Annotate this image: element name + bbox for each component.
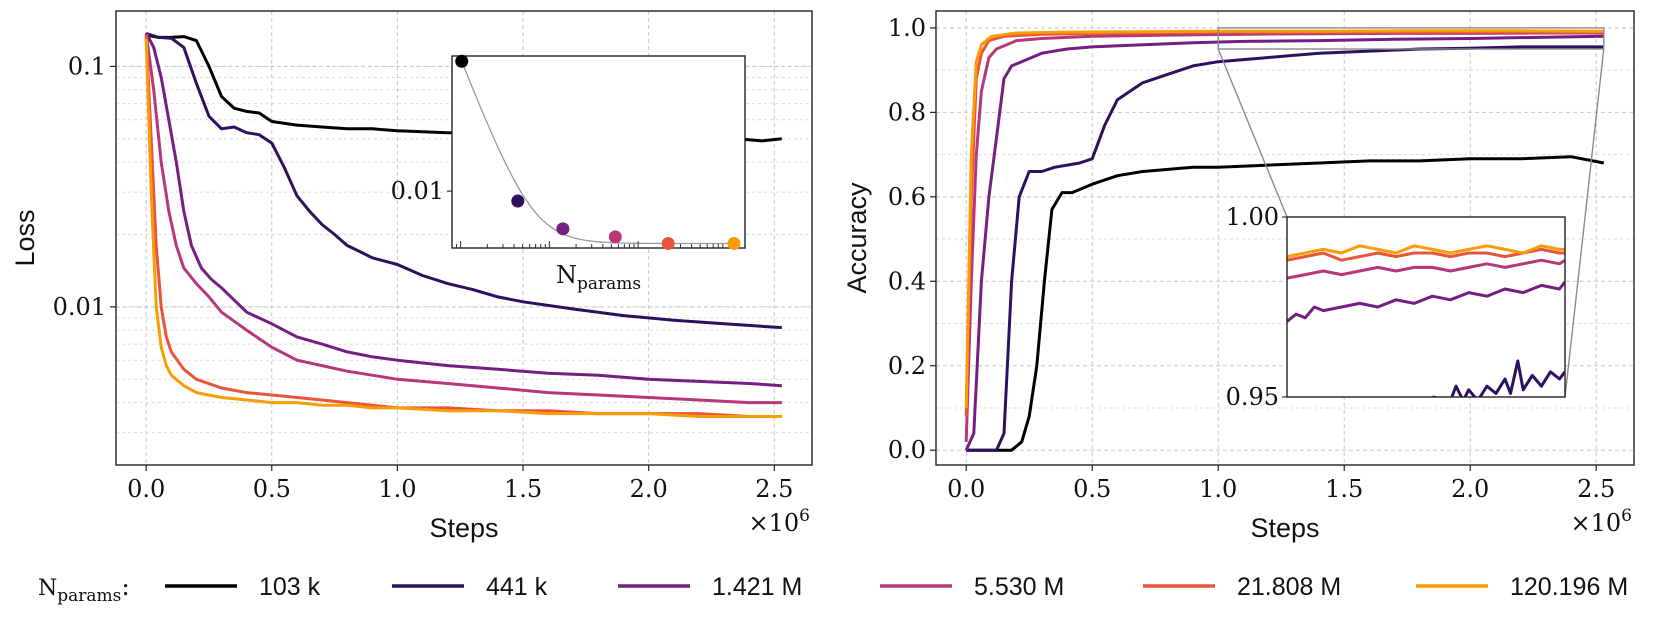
legend-label: 441 k [486,573,548,601]
loss-inset-point [727,237,741,251]
loss-series-line [145,32,782,330]
loss-inset-y-tick-label: 0.01 [391,177,444,205]
loss-inset-point [608,230,622,244]
acc-x-axis-label: Steps [1250,513,1319,543]
acc-x-tick-label: 2.5 [1577,475,1615,503]
loss-inset-point [661,237,675,251]
loss-inset-background [452,56,745,248]
loss-inset-point [511,194,525,208]
loss-inset-point [556,222,570,236]
legend-label: 5.530 M [974,573,1064,601]
loss-series-line [144,32,782,388]
acc-inset-y-tick-label: 0.95 [1226,383,1279,411]
acc-inset-series-line [1287,258,1565,280]
acc-inset-series-line [1432,359,1565,397]
loss-x-tick-label: 1.5 [504,475,542,503]
loss-panel: 0.0 0.5 1.0 1.5 2.0 2.5 0.1 0.01 Steps Loss ×106 0.… [10,10,813,543]
acc-x-tick-label: 0.5 [1073,475,1111,503]
acc-y-tick-label: 0.6 [888,183,926,211]
acc-zoom-connector [1217,48,1288,218]
loss-y-tick-label: 0.1 [68,52,106,80]
legend-label: 103 k [259,573,321,601]
loss-y-tick-label: 0.01 [53,293,106,321]
acc-inset-series-line [1287,280,1565,323]
acc-y-tick-label: 0.8 [888,98,926,126]
acc-inset-y-tick-label: 1.00 [1226,203,1279,231]
acc-inset-background [1287,217,1565,397]
loss-axes-frame [115,10,813,466]
legend-label: 120.196 M [1510,573,1628,601]
acc-zoom-region [1217,27,1605,50]
acc-x-multiplier: ×106 [1571,506,1632,537]
acc-y-tick-label: 0.0 [888,436,926,464]
loss-series-line [144,34,782,405]
acc-x-multiplier-exp: 6 [1621,506,1632,526]
acc-axes-frame [935,10,1635,466]
loss-x-axis-label: Steps [429,513,498,543]
acc-y-tick-label: 1.0 [888,14,926,42]
loss-y-axis-label: Loss [10,209,40,266]
acc-inset-plot [1287,244,1565,397]
acc-zoom-connector [1564,48,1605,398]
acc-y-axis-label: Accuracy [842,182,872,294]
loss-x-tick-label: 2.5 [755,475,793,503]
acc-inset-frame [1286,216,1566,398]
legend-title-suffix: : [121,572,129,601]
loss-inset-frame [451,55,746,249]
loss-x-tick-label: 2.0 [630,475,668,503]
loss-inset-point [455,54,469,68]
loss-x-multiplier: ×106 [749,506,810,537]
accuracy-panel: 0.0 0.5 1.0 1.5 2.0 2.5 0.0 0.2 0.4 0.6 0.8 1.0 Step… [842,10,1635,543]
acc-series-line [964,34,1604,451]
legend-label: 1.421 M [712,573,802,601]
legend-title-sub: params [57,586,121,606]
acc-series-line [964,29,1604,409]
legend-label: 21.808 M [1237,573,1341,601]
acc-series-line [966,155,1605,452]
acc-y-tick-label: 0.2 [888,352,926,380]
loss-inset-fit-curve [461,61,734,245]
loss-inset-x-label-sub: params [577,274,641,294]
acc-x-tick-label: 1.5 [1325,475,1363,503]
loss-inset-x-label: Nparams [556,261,641,294]
legend-title: Nparams: [38,572,130,606]
acc-x-tick-label: 2.0 [1451,475,1489,503]
acc-y-tick-label: 0.4 [888,267,926,295]
loss-x-tick-label: 0.0 [127,475,165,503]
legend: Nparams: 103 k 441 k 1.421 M 5.530 M 21.808 M… [38,572,1628,606]
acc-x-tick-label: 1.0 [1199,475,1237,503]
acc-inset-series-line [1287,244,1565,259]
acc-x-tick-label: 0.0 [947,475,985,503]
loss-x-tick-label: 0.5 [253,475,291,503]
loss-series-line [144,38,782,418]
loss-x-tick-label: 1.0 [378,475,416,503]
loss-x-multiplier-exp: 6 [799,506,810,526]
